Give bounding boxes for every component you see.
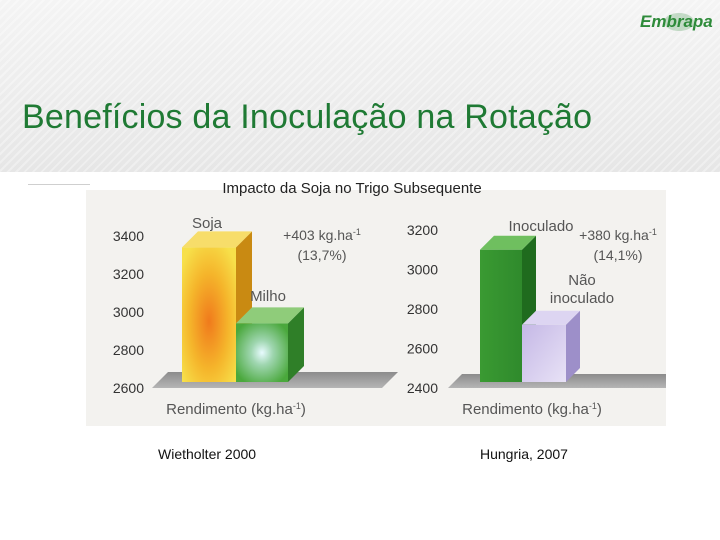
difference-annotation: +403 kg.ha-1: [283, 227, 361, 243]
bar-top: [522, 310, 580, 325]
category-label: Soja: [192, 215, 223, 232]
slide-title: Benefícios da Inoculação na Rotação: [22, 98, 593, 136]
percentage-annotation: (13,7%): [297, 247, 346, 263]
category-label: Não: [568, 272, 596, 289]
logo-swoosh-icon: [664, 13, 694, 31]
y-tick-label: 3200: [113, 266, 144, 282]
bar-primary: [480, 249, 522, 382]
header-band: [0, 0, 720, 172]
embrapa-logo: Embrapa: [640, 10, 713, 36]
y-tick-label: 2600: [407, 341, 438, 357]
decorative-rule: [28, 184, 90, 185]
x-axis-label: Rendimento (kg.ha-1): [166, 401, 306, 418]
source-right: Hungria, 2007: [480, 446, 568, 462]
y-tick-label: 3000: [407, 262, 438, 278]
y-tick-label: 2400: [407, 380, 438, 396]
y-tick-label: 3000: [113, 304, 144, 320]
y-tick-label: 2600: [113, 380, 144, 396]
bar-top: [480, 235, 536, 250]
y-tick-label: 2800: [407, 301, 438, 317]
category-label: Milho: [250, 288, 286, 305]
chart-figure: 2600 2800 3000 3200 3400 Soja Milho +403 kg.ha-…: [113, 215, 666, 418]
difference-annotation: +380 kg.ha-1: [579, 227, 657, 243]
bar-top: [236, 307, 304, 324]
chart-panel: 2600 2800 3000 3200 3400 Soja Milho +403 kg.ha-…: [86, 190, 666, 426]
bar-secondary: [236, 323, 288, 382]
category-label: Inoculado: [508, 218, 573, 235]
chart-right: 2400 2600 2800 3000 3200 Inoculado Nãoinoculad…: [407, 218, 666, 418]
bar-side: [288, 307, 304, 382]
y-tick-label: 2800: [113, 342, 144, 358]
y-tick-label: 3200: [407, 222, 438, 238]
source-left: Wietholter 2000: [158, 446, 257, 462]
bar-secondary: [522, 324, 566, 382]
x-axis-label: Rendimento (kg.ha-1): [462, 401, 602, 418]
y-tick-label: 3400: [113, 228, 144, 244]
chart-left: 2600 2800 3000 3200 3400 Soja Milho +403 kg.ha-…: [113, 215, 398, 418]
logo-text: Embrapa: [640, 12, 713, 31]
bar-side: [566, 310, 580, 382]
category-label: inoculado: [550, 290, 614, 307]
bar-top: [182, 231, 252, 248]
chart-subtitle: Impacto da Soja no Trigo Subsequente: [222, 180, 482, 197]
bar-primary: [182, 247, 236, 382]
percentage-annotation: (14,1%): [593, 247, 642, 263]
